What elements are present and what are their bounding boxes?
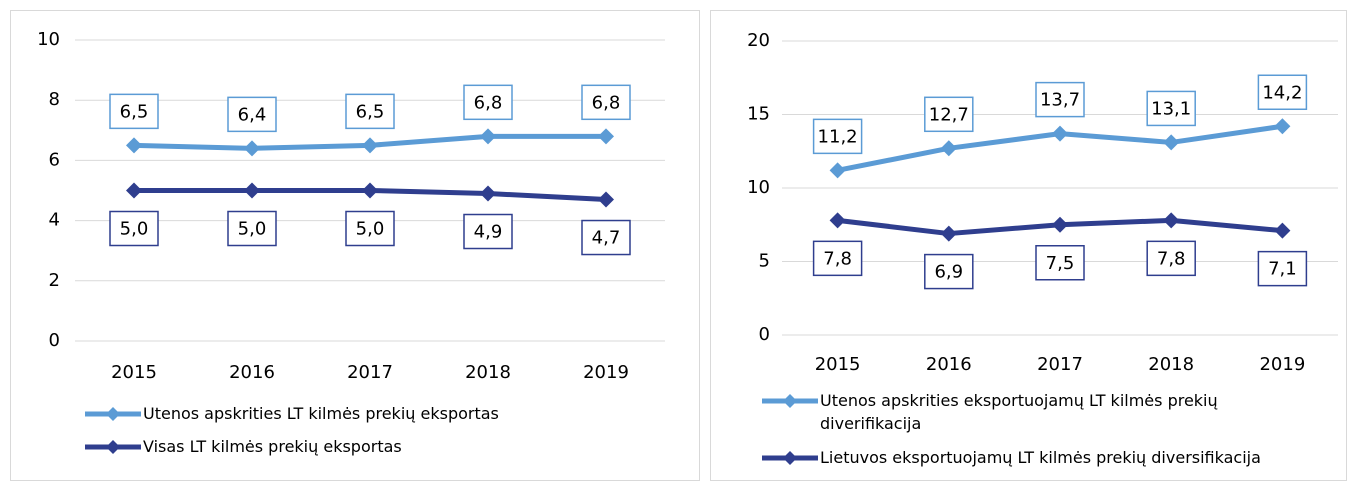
data-label: 4,9 (474, 222, 503, 243)
data-label-box (812, 118, 863, 155)
data-label-box (227, 210, 277, 247)
marker (1052, 216, 1068, 233)
x-tick-label: 2017 (347, 362, 393, 383)
y-tick-label: 4 (49, 210, 60, 231)
marker (126, 137, 142, 154)
marker (1052, 125, 1068, 142)
data-label: 7,8 (823, 248, 852, 269)
legend-marker (783, 394, 797, 408)
marker (1163, 212, 1180, 229)
marker (1163, 134, 1180, 151)
data-label-box (1257, 74, 1308, 111)
legend-item: Utenos apskrities eksportuojamų LT kilmė… (820, 391, 1218, 433)
data-label-box (345, 210, 395, 247)
y-tick-label: 10 (747, 177, 770, 198)
data-label-box (924, 253, 974, 290)
data-label: 5,0 (238, 219, 267, 240)
y-tick-label: 0 (759, 324, 770, 345)
marker (940, 140, 957, 157)
data-label-box (463, 84, 513, 121)
marker (829, 212, 846, 229)
x-tick-label: 2018 (1148, 354, 1194, 375)
data-label: 14,2 (1262, 82, 1302, 103)
marker (244, 182, 260, 199)
marker (598, 191, 614, 208)
data-label: 7,8 (1157, 248, 1186, 269)
data-label-box (1146, 90, 1196, 127)
y-tick-label: 10 (37, 29, 60, 50)
data-label-box (463, 213, 513, 250)
marker (598, 128, 614, 145)
data-label-box (1146, 240, 1196, 277)
x-tick-label: 2019 (583, 362, 629, 383)
y-tick-label: 5 (759, 251, 770, 272)
x-tick-label: 2018 (465, 362, 511, 383)
data-label-box (581, 219, 631, 256)
x-tick-label: 2016 (926, 354, 972, 375)
data-label-box (924, 96, 974, 133)
x-tick-label: 2016 (229, 362, 275, 383)
data-label: 6,4 (238, 104, 267, 125)
data-label-box (109, 93, 159, 130)
y-tick-label: 0 (49, 330, 60, 351)
y-tick-label: 8 (49, 89, 60, 110)
legend-label: Utenos apskrities eksportuojamų LT kilmė… (820, 391, 1218, 433)
x-tick-label: 2015 (111, 362, 157, 383)
data-label: 6,9 (934, 262, 963, 283)
data-label: 6,5 (356, 101, 385, 122)
legend-item: Visas LT kilmės prekių eksportas (143, 437, 402, 456)
legend-label: Utenos apskrities LT kilmės prekių ekspo… (143, 404, 499, 423)
y-tick-label: 6 (49, 149, 60, 170)
data-label: 11,2 (818, 126, 858, 147)
legend-label: Visas LT kilmės prekių eksportas (143, 437, 402, 456)
y-tick-label: 20 (747, 30, 770, 51)
data-label-box (345, 93, 395, 130)
marker (480, 185, 496, 202)
legend-marker (106, 440, 120, 454)
marker (1274, 118, 1291, 135)
data-label: 7,5 (1046, 253, 1075, 274)
legend-marker (783, 451, 797, 465)
data-label: 12,7 (929, 104, 969, 125)
marker (362, 137, 378, 154)
data-label-box (1035, 245, 1085, 281)
marker (126, 182, 142, 199)
x-tick-label: 2017 (1037, 354, 1083, 375)
marker (940, 225, 957, 242)
data-label: 7,1 (1268, 259, 1297, 280)
marker (1274, 222, 1291, 239)
data-label-box (1257, 250, 1308, 287)
marker (829, 162, 846, 179)
data-label: 6,8 (592, 92, 621, 113)
data-label-box (227, 96, 277, 133)
marker (244, 140, 260, 157)
data-label: 6,5 (120, 101, 149, 122)
data-label-box (1035, 81, 1085, 118)
marker (362, 182, 378, 199)
data-label: 6,8 (474, 92, 503, 113)
x-tick-label: 2019 (1259, 354, 1305, 375)
marker (480, 128, 496, 145)
legend-label: Lietuvos eksportuojamų LT kilmės prekių … (820, 448, 1261, 467)
y-tick-label: 2 (49, 270, 60, 291)
data-label: 13,1 (1151, 98, 1191, 119)
legend-item: Lietuvos eksportuojamų LT kilmės prekių … (820, 448, 1261, 467)
x-tick-label: 2015 (815, 354, 861, 375)
y-tick-label: 15 (747, 104, 770, 125)
legend-marker (106, 407, 120, 421)
data-label-box (812, 240, 863, 277)
data-label: 4,7 (592, 228, 621, 249)
legend-item: Utenos apskrities LT kilmės prekių ekspo… (143, 404, 499, 423)
data-label: 5,0 (120, 219, 149, 240)
data-label: 13,7 (1040, 90, 1080, 111)
data-label-box (109, 210, 159, 247)
data-label: 5,0 (356, 219, 385, 240)
data-label-box (581, 84, 631, 121)
